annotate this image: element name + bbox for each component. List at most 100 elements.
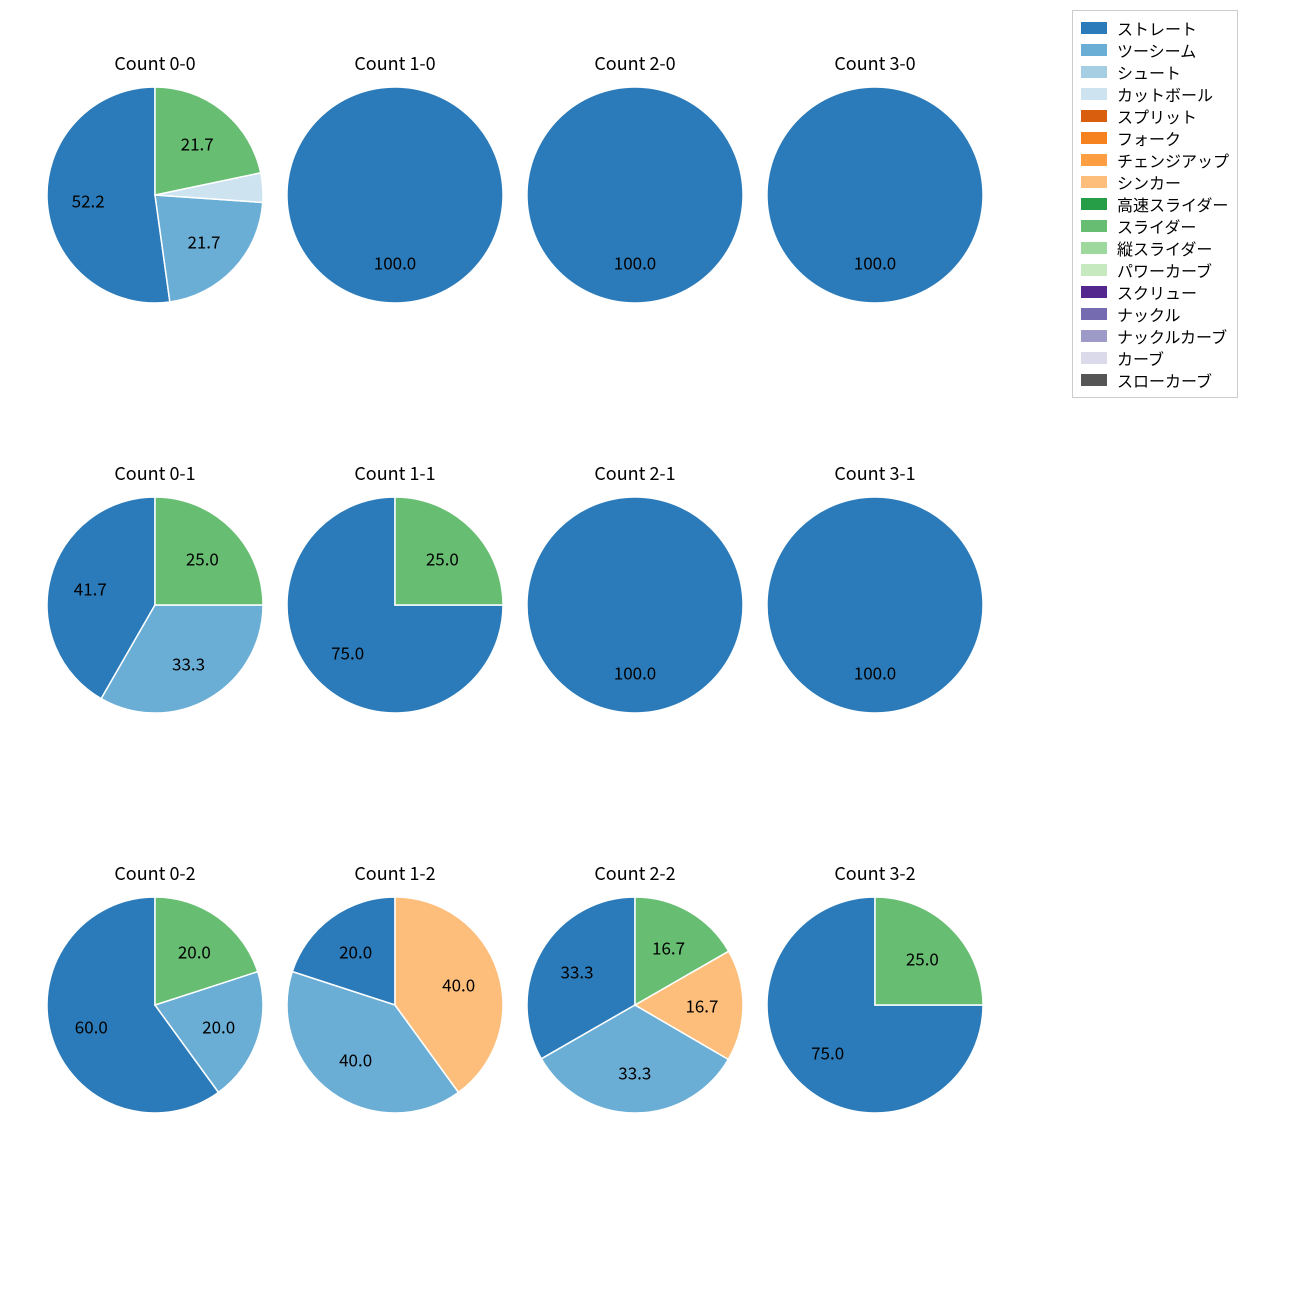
legend-label: 縦スライダー bbox=[1117, 236, 1212, 260]
legend-label: シュート bbox=[1117, 60, 1181, 84]
legend-label: スライダー bbox=[1117, 214, 1196, 238]
pie-slice-label: 25.0 bbox=[426, 545, 459, 570]
legend-swatch bbox=[1081, 110, 1107, 122]
panel-title: Count 1-2 bbox=[280, 860, 510, 886]
panel-title: Count 2-1 bbox=[520, 460, 750, 486]
panel-title: Count 1-1 bbox=[280, 460, 510, 486]
legend-label: スクリュー bbox=[1117, 280, 1197, 304]
panel-title: Count 0-2 bbox=[40, 860, 270, 886]
pie-slice-label: 33.3 bbox=[618, 1059, 651, 1084]
panel-title: Count 2-0 bbox=[520, 50, 750, 76]
panel-title: Count 2-2 bbox=[520, 860, 750, 886]
pie-panel: Count 3-1100.0 bbox=[760, 470, 990, 700]
legend-swatch bbox=[1081, 154, 1107, 166]
legend-swatch bbox=[1081, 374, 1107, 386]
legend-row: パワーカーブ bbox=[1081, 259, 1229, 281]
pie-slice-label: 75.0 bbox=[331, 640, 364, 665]
legend-label: カットボール bbox=[1117, 82, 1213, 106]
legend-swatch bbox=[1081, 242, 1107, 254]
legend-row: 縦スライダー bbox=[1081, 237, 1229, 259]
legend-swatch bbox=[1081, 308, 1107, 320]
pie-slice-label: 16.7 bbox=[652, 935, 685, 960]
pie-panel: Count 2-0100.0 bbox=[520, 60, 750, 290]
legend-label: スプリット bbox=[1117, 104, 1197, 128]
pie-slice-label: 40.0 bbox=[339, 1047, 372, 1072]
pie-slice-label: 100.0 bbox=[854, 659, 896, 684]
pie-panel: Count 0-260.020.020.0 bbox=[40, 870, 270, 1100]
pie-chart bbox=[45, 495, 265, 715]
legend-swatch bbox=[1081, 352, 1107, 364]
pie-chart bbox=[285, 495, 505, 715]
legend-row: カーブ bbox=[1081, 347, 1229, 369]
legend-label: ツーシーム bbox=[1117, 38, 1196, 62]
legend-row: スクリュー bbox=[1081, 281, 1229, 303]
pie-slice-label: 100.0 bbox=[374, 249, 416, 274]
legend-row: スライダー bbox=[1081, 215, 1229, 237]
legend-swatch bbox=[1081, 132, 1107, 144]
legend-row: ツーシーム bbox=[1081, 39, 1229, 61]
panel-title: Count 1-0 bbox=[280, 50, 510, 76]
pie-slice-label: 100.0 bbox=[614, 249, 656, 274]
pie-slice bbox=[47, 87, 170, 303]
panel-title: Count 3-0 bbox=[760, 50, 990, 76]
pie-slice-label: 100.0 bbox=[614, 659, 656, 684]
legend-row: ナックル bbox=[1081, 303, 1229, 325]
legend-swatch bbox=[1081, 330, 1107, 342]
pie-panel: Count 1-0100.0 bbox=[280, 60, 510, 290]
legend-swatch bbox=[1081, 176, 1107, 188]
legend-label: チェンジアップ bbox=[1117, 148, 1229, 172]
pie-panel: Count 0-141.733.325.0 bbox=[40, 470, 270, 700]
legend-label: カーブ bbox=[1117, 346, 1164, 370]
legend-swatch bbox=[1081, 220, 1107, 232]
legend-row: 高速スライダー bbox=[1081, 193, 1229, 215]
pie-slice-label: 20.0 bbox=[178, 938, 211, 963]
legend: ストレートツーシームシュートカットボールスプリットフォークチェンジアップシンカー… bbox=[1072, 10, 1238, 398]
legend-row: フォーク bbox=[1081, 127, 1229, 149]
pie-slice-label: 21.7 bbox=[187, 228, 220, 253]
legend-row: シンカー bbox=[1081, 171, 1229, 193]
pie-slice-label: 25.0 bbox=[186, 545, 219, 570]
figure-canvas: Count 0-052.221.721.7Count 1-0100.0Count… bbox=[0, 0, 1300, 1300]
legend-swatch bbox=[1081, 286, 1107, 298]
pie-slice-label: 16.7 bbox=[685, 993, 718, 1018]
panel-title: Count 0-1 bbox=[40, 460, 270, 486]
legend-label: パワーカーブ bbox=[1117, 258, 1212, 282]
legend-swatch bbox=[1081, 264, 1107, 276]
legend-row: スローカーブ bbox=[1081, 369, 1229, 391]
panel-title: Count 3-1 bbox=[760, 460, 990, 486]
pie-slice-label: 33.3 bbox=[561, 959, 594, 984]
pie-slice-label: 33.3 bbox=[172, 650, 205, 675]
legend-label: ナックル bbox=[1117, 302, 1181, 326]
pie-slice-label: 100.0 bbox=[854, 249, 896, 274]
pie-panel: Count 1-220.040.040.0 bbox=[280, 870, 510, 1100]
pie-slice-label: 60.0 bbox=[75, 1013, 108, 1038]
legend-swatch bbox=[1081, 88, 1107, 100]
legend-label: 高速スライダー bbox=[1117, 192, 1228, 216]
legend-row: ナックルカーブ bbox=[1081, 325, 1229, 347]
panel-title: Count 3-2 bbox=[760, 860, 990, 886]
legend-swatch bbox=[1081, 66, 1107, 78]
pie-panel: Count 3-0100.0 bbox=[760, 60, 990, 290]
legend-row: カットボール bbox=[1081, 83, 1229, 105]
legend-row: チェンジアップ bbox=[1081, 149, 1229, 171]
pie-slice-label: 21.7 bbox=[181, 131, 214, 156]
legend-row: ストレート bbox=[1081, 17, 1229, 39]
legend-label: フォーク bbox=[1117, 126, 1181, 150]
pie-slice-label: 41.7 bbox=[74, 575, 107, 600]
pie-panel: Count 0-052.221.721.7 bbox=[40, 60, 270, 290]
pie-slice-label: 25.0 bbox=[906, 945, 939, 970]
legend-row: シュート bbox=[1081, 61, 1229, 83]
legend-swatch bbox=[1081, 22, 1107, 34]
pie-chart bbox=[765, 895, 985, 1115]
pie-slice-label: 20.0 bbox=[202, 1013, 235, 1038]
pie-panel: Count 2-1100.0 bbox=[520, 470, 750, 700]
legend-swatch bbox=[1081, 44, 1107, 56]
pie-slice-label: 40.0 bbox=[442, 972, 475, 997]
pie-panel: Count 3-275.025.0 bbox=[760, 870, 990, 1100]
panel-title: Count 0-0 bbox=[40, 50, 270, 76]
pie-chart bbox=[285, 895, 505, 1115]
legend-label: シンカー bbox=[1117, 170, 1181, 194]
pie-panel: Count 2-233.333.316.716.7 bbox=[520, 870, 750, 1100]
legend-swatch bbox=[1081, 198, 1107, 210]
pie-slice-label: 75.0 bbox=[811, 1040, 844, 1065]
